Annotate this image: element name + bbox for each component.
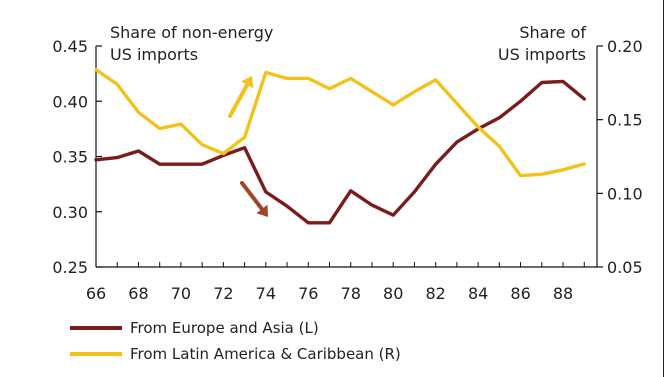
x-tick-label: 74 — [256, 284, 276, 303]
series-line-latin-america — [94, 67, 586, 178]
right-axis-ticks: 0.20 0.15 0.10 0.05 — [597, 37, 643, 277]
series-line-europe-asia — [94, 79, 586, 225]
series-layer — [94, 67, 586, 225]
x-axis-ticks: 66 68 70 72 74 76 78 80 82 84 86 88 — [86, 262, 585, 303]
x-tick-label: 88 — [553, 284, 573, 303]
right-tick-label: 0.15 — [607, 111, 643, 130]
arrow-up-annotation — [228, 76, 254, 118]
arrow-down-annotation — [240, 181, 268, 217]
right-tick-label: 0.20 — [607, 37, 643, 56]
left-axis-title-line-1: Share of non-energy — [110, 23, 273, 42]
right-axis-title-line-1: Share of — [519, 23, 586, 42]
left-tick-label: 0.40 — [52, 92, 88, 111]
x-tick-label: 66 — [86, 284, 106, 303]
x-tick-label: 86 — [510, 284, 530, 303]
left-tick-label: 0.45 — [52, 37, 88, 56]
right-axis-title-line-2: US imports — [498, 45, 586, 64]
x-tick-label: 78 — [341, 284, 361, 303]
left-axis-title-line-2: US imports — [110, 45, 198, 64]
left-tick-label: 0.25 — [52, 258, 88, 277]
right-tick-label: 0.10 — [607, 184, 643, 203]
legend: From Europe and Asia (L) From Latin Ameri… — [70, 319, 401, 363]
x-tick-label: 68 — [128, 284, 148, 303]
x-tick-label: 76 — [298, 284, 318, 303]
left-axis-ticks: 0.45 0.40 0.35 0.30 0.25 — [52, 37, 102, 277]
legend-label: From Latin America & Caribbean (R) — [130, 345, 401, 363]
right-tick-label: 0.05 — [607, 258, 643, 277]
x-tick-label: 84 — [468, 284, 488, 303]
annotation-layer — [228, 76, 268, 217]
x-tick-label: 80 — [383, 284, 403, 303]
left-tick-label: 0.35 — [52, 148, 88, 167]
x-tick-label: 82 — [425, 284, 445, 303]
legend-label: From Europe and Asia (L) — [130, 319, 319, 337]
left-tick-label: 0.30 — [52, 203, 88, 222]
x-tick-label: 72 — [213, 284, 233, 303]
x-tick-label: 70 — [171, 284, 191, 303]
